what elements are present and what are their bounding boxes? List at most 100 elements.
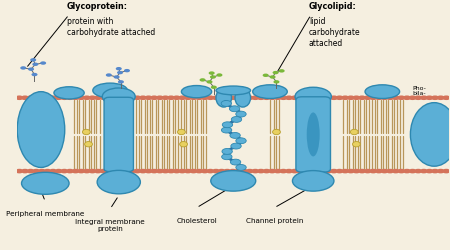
Circle shape <box>230 106 240 112</box>
Circle shape <box>206 96 215 100</box>
Circle shape <box>21 169 29 173</box>
FancyBboxPatch shape <box>296 97 330 172</box>
Circle shape <box>431 169 439 173</box>
Circle shape <box>105 169 113 173</box>
Circle shape <box>210 75 216 79</box>
Circle shape <box>60 169 68 173</box>
Circle shape <box>94 96 102 100</box>
Ellipse shape <box>97 170 140 194</box>
Circle shape <box>124 69 130 72</box>
Circle shape <box>201 169 209 173</box>
Circle shape <box>195 169 203 173</box>
Text: Cholesterol: Cholesterol <box>176 218 217 224</box>
Ellipse shape <box>235 88 251 107</box>
Text: Channel protein: Channel protein <box>246 218 303 224</box>
Circle shape <box>442 96 450 100</box>
Circle shape <box>38 96 46 100</box>
Circle shape <box>319 96 327 100</box>
Circle shape <box>77 96 85 100</box>
Circle shape <box>32 73 37 76</box>
Circle shape <box>94 169 102 173</box>
Circle shape <box>364 96 372 100</box>
Circle shape <box>150 96 158 100</box>
Circle shape <box>117 169 125 173</box>
Circle shape <box>122 169 130 173</box>
Text: protein with
carbohydrate attached: protein with carbohydrate attached <box>67 17 155 37</box>
Text: Glycolipid:: Glycolipid: <box>309 2 357 11</box>
Circle shape <box>212 96 220 100</box>
Circle shape <box>21 96 29 100</box>
Circle shape <box>206 169 215 173</box>
Circle shape <box>358 169 366 173</box>
Circle shape <box>397 169 405 173</box>
Circle shape <box>358 96 366 100</box>
Circle shape <box>341 96 349 100</box>
Circle shape <box>397 96 405 100</box>
Circle shape <box>27 169 35 173</box>
Circle shape <box>263 74 269 77</box>
Circle shape <box>380 169 389 173</box>
Circle shape <box>184 96 192 100</box>
Circle shape <box>240 169 248 173</box>
Circle shape <box>313 96 321 100</box>
Circle shape <box>240 96 248 100</box>
Ellipse shape <box>211 170 256 191</box>
Circle shape <box>291 169 299 173</box>
Circle shape <box>88 169 96 173</box>
Circle shape <box>257 169 265 173</box>
Circle shape <box>352 169 360 173</box>
Circle shape <box>212 169 220 173</box>
Circle shape <box>386 96 394 100</box>
Circle shape <box>409 169 417 173</box>
Circle shape <box>156 96 164 100</box>
Ellipse shape <box>180 142 188 147</box>
Circle shape <box>117 96 125 100</box>
Ellipse shape <box>216 88 232 107</box>
Circle shape <box>54 96 63 100</box>
Circle shape <box>234 96 243 100</box>
Circle shape <box>230 159 241 165</box>
Circle shape <box>436 169 445 173</box>
Circle shape <box>291 96 299 100</box>
Circle shape <box>223 96 231 100</box>
Circle shape <box>268 169 276 173</box>
Circle shape <box>414 169 422 173</box>
Circle shape <box>296 96 304 100</box>
Circle shape <box>420 169 428 173</box>
Circle shape <box>392 96 400 100</box>
Circle shape <box>72 169 80 173</box>
Circle shape <box>30 58 36 61</box>
Circle shape <box>420 96 428 100</box>
Circle shape <box>217 96 226 100</box>
Circle shape <box>28 68 34 71</box>
Circle shape <box>32 169 40 173</box>
Circle shape <box>257 96 265 100</box>
Circle shape <box>251 96 259 100</box>
Circle shape <box>128 169 136 173</box>
Circle shape <box>341 169 349 173</box>
Circle shape <box>209 71 215 75</box>
Circle shape <box>231 116 242 122</box>
Circle shape <box>133 169 141 173</box>
Circle shape <box>236 111 246 117</box>
Circle shape <box>274 96 282 100</box>
Circle shape <box>246 96 254 100</box>
Circle shape <box>425 169 433 173</box>
Circle shape <box>346 169 355 173</box>
Circle shape <box>20 66 26 70</box>
Circle shape <box>229 169 237 173</box>
Ellipse shape <box>253 85 287 98</box>
Text: Pho-
bila-: Pho- bila- <box>413 86 427 96</box>
Circle shape <box>139 169 147 173</box>
Circle shape <box>199 78 206 82</box>
Circle shape <box>15 169 23 173</box>
Circle shape <box>403 169 411 173</box>
Circle shape <box>27 96 35 100</box>
Circle shape <box>54 169 63 173</box>
Circle shape <box>66 96 74 100</box>
Ellipse shape <box>292 170 334 191</box>
Text: Glycoprotein:: Glycoprotein: <box>67 2 128 11</box>
Circle shape <box>161 169 170 173</box>
Circle shape <box>409 96 417 100</box>
Circle shape <box>251 169 259 173</box>
